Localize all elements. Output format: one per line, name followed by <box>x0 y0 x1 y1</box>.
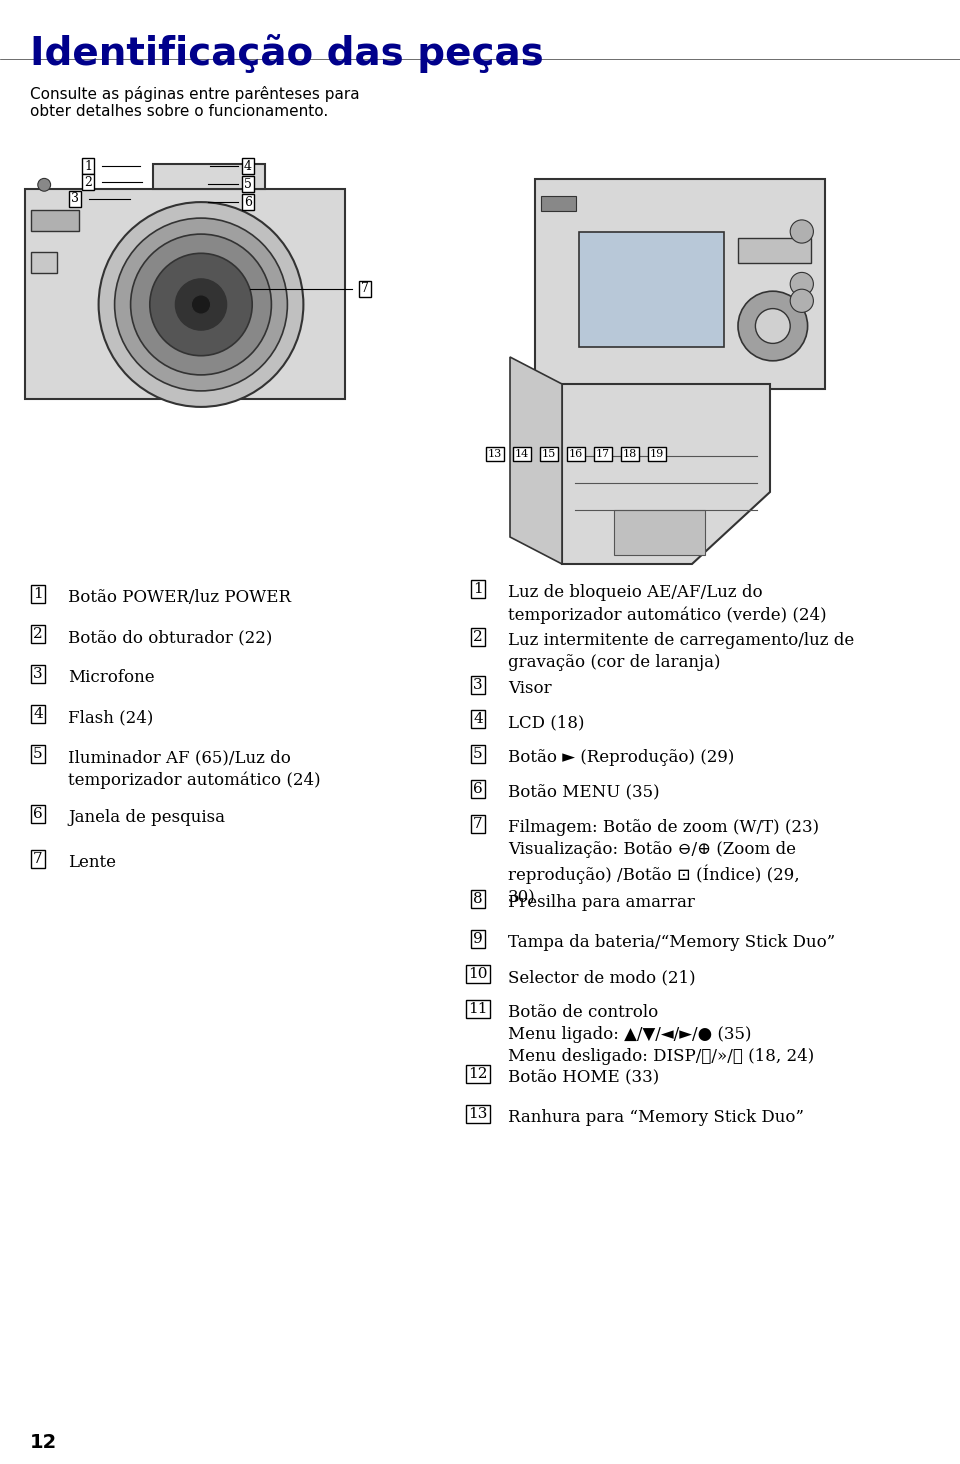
Circle shape <box>790 272 813 296</box>
Circle shape <box>191 294 210 315</box>
Text: 19: 19 <box>650 449 664 460</box>
Text: Presilha para amarrar: Presilha para amarrar <box>508 895 695 911</box>
Text: 4: 4 <box>244 160 252 173</box>
Bar <box>540 196 576 211</box>
Text: 3: 3 <box>71 192 79 205</box>
Text: Consulte as páginas entre parênteses para
obter detalhes sobre o funcionamento.: Consulte as páginas entre parênteses par… <box>30 86 360 120</box>
Text: Botão POWER/luz POWER: Botão POWER/luz POWER <box>68 589 291 606</box>
Text: 6: 6 <box>34 807 43 821</box>
Text: Botão de controlo
Menu ligado: ▲/▼/◄/►/● (35)
Menu desligado: DISP/☉/»/♈ (18, 24: Botão de controlo Menu ligado: ▲/▼/◄/►/●… <box>508 1004 814 1066</box>
Text: Luz de bloqueio AE/AF/Luz do
temporizador automático (verde) (24): Luz de bloqueio AE/AF/Luz do temporizado… <box>508 584 827 624</box>
Text: 6: 6 <box>473 782 483 796</box>
Text: Botão HOME (33): Botão HOME (33) <box>508 1069 660 1086</box>
Text: 9: 9 <box>473 933 483 946</box>
Circle shape <box>37 179 51 192</box>
Text: 2: 2 <box>473 630 483 644</box>
Text: 5: 5 <box>473 747 483 761</box>
Circle shape <box>756 309 790 344</box>
Circle shape <box>738 291 807 360</box>
Text: Iluminador AF (65)/Luz do
temporizador automático (24): Iluminador AF (65)/Luz do temporizador a… <box>68 750 321 789</box>
Text: 1: 1 <box>84 160 92 173</box>
Text: 2: 2 <box>34 627 43 641</box>
Text: 16: 16 <box>569 449 583 460</box>
Circle shape <box>176 280 227 329</box>
Text: 10: 10 <box>468 968 488 981</box>
Text: 5: 5 <box>34 747 43 761</box>
Text: Visor: Visor <box>508 679 552 697</box>
Text: LCD (18): LCD (18) <box>508 714 585 731</box>
Text: 4: 4 <box>34 707 43 720</box>
Polygon shape <box>535 179 825 389</box>
Text: Identificação das peças: Identificação das peças <box>30 34 543 73</box>
Polygon shape <box>562 384 770 564</box>
Text: 13: 13 <box>488 449 502 460</box>
Text: 3: 3 <box>473 678 483 692</box>
Polygon shape <box>153 164 265 189</box>
Text: Luz intermitente de carregamento/luz de
gravação (cor de laranja): Luz intermitente de carregamento/luz de … <box>508 632 854 671</box>
Text: 12: 12 <box>30 1433 58 1452</box>
Text: 4: 4 <box>473 712 483 726</box>
Text: 12: 12 <box>468 1067 488 1080</box>
Text: Ranhura para “Memory Stick Duo”: Ranhura para “Memory Stick Duo” <box>508 1110 804 1126</box>
Text: 7: 7 <box>34 852 43 867</box>
Bar <box>579 231 724 347</box>
Circle shape <box>114 218 287 391</box>
Polygon shape <box>510 357 562 564</box>
Text: Janela de pesquisa: Janela de pesquisa <box>68 810 225 826</box>
Bar <box>614 509 705 555</box>
Text: 18: 18 <box>623 449 637 460</box>
Text: 5: 5 <box>244 177 252 190</box>
Bar <box>32 209 80 231</box>
Text: 13: 13 <box>468 1107 488 1121</box>
Text: Microfone: Microfone <box>68 669 155 687</box>
Text: Selector de modo (21): Selector de modo (21) <box>508 969 696 985</box>
Circle shape <box>790 220 813 243</box>
Text: 11: 11 <box>468 1001 488 1016</box>
Circle shape <box>131 234 272 375</box>
Circle shape <box>150 253 252 356</box>
Text: 1: 1 <box>473 583 483 596</box>
Text: 1: 1 <box>34 587 43 602</box>
Text: 2: 2 <box>84 176 92 189</box>
Text: 17: 17 <box>596 449 610 460</box>
Circle shape <box>790 290 813 312</box>
Text: Lente: Lente <box>68 854 116 871</box>
Text: 6: 6 <box>244 196 252 208</box>
Text: Botão ► (Reprodução) (29): Botão ► (Reprodução) (29) <box>508 750 734 766</box>
Circle shape <box>99 202 303 407</box>
Text: Filmagem: Botão de zoom (W/T) (23)
Visualização: Botão ⊖/⊕ (Zoom de
reprodução) : Filmagem: Botão de zoom (W/T) (23) Visua… <box>508 818 819 906</box>
Bar <box>32 252 57 272</box>
Bar <box>738 237 810 264</box>
Text: 7: 7 <box>361 283 369 296</box>
Text: Flash (24): Flash (24) <box>68 709 154 726</box>
Text: 8: 8 <box>473 892 483 906</box>
Text: 3: 3 <box>34 668 43 681</box>
Text: 7: 7 <box>473 817 483 832</box>
Text: Tampa da bateria/“Memory Stick Duo”: Tampa da bateria/“Memory Stick Duo” <box>508 934 835 952</box>
Text: Botão do obturador (22): Botão do obturador (22) <box>68 630 273 646</box>
Text: 14: 14 <box>515 449 529 460</box>
Polygon shape <box>25 189 345 400</box>
Text: Botão MENU (35): Botão MENU (35) <box>508 785 660 801</box>
Text: 15: 15 <box>541 449 556 460</box>
